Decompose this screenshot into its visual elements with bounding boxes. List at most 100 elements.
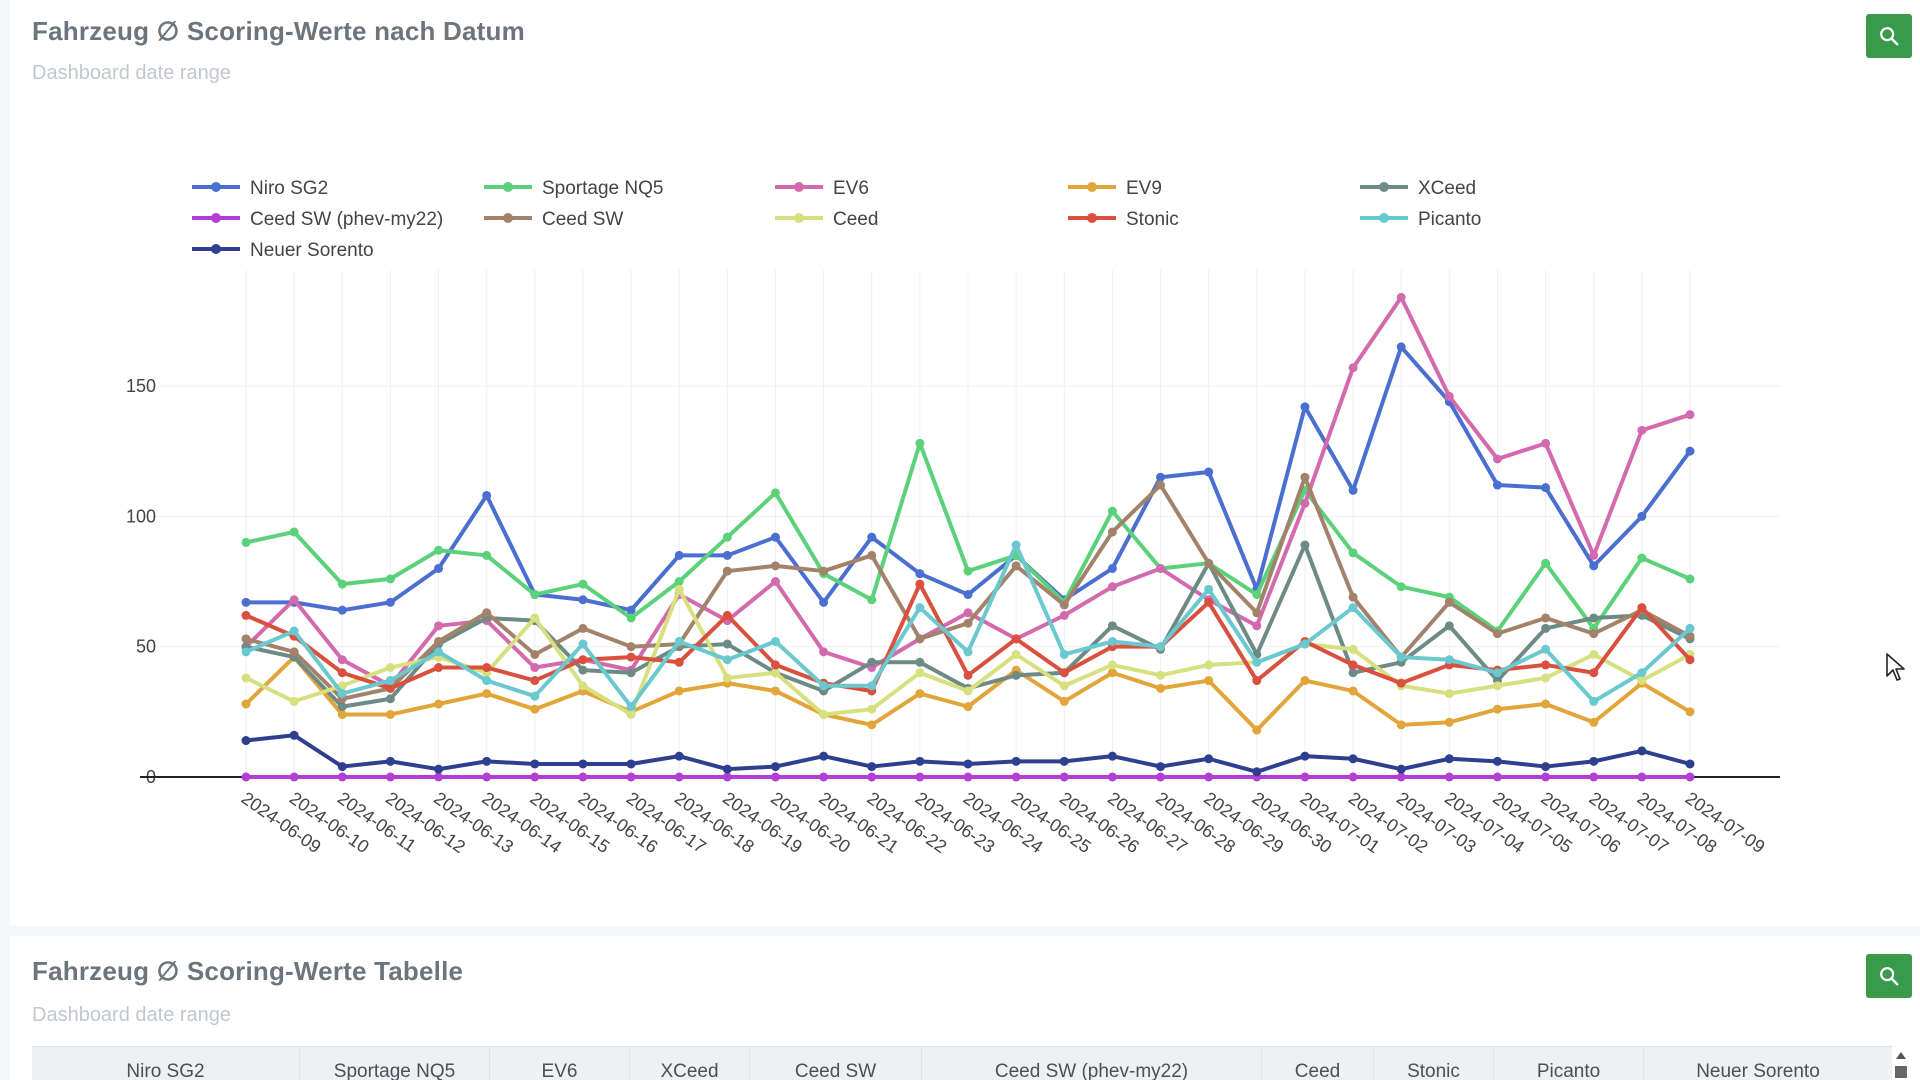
data-point-xceed	[1107, 621, 1117, 631]
data-point-ceed-sw	[1348, 592, 1358, 602]
data-point-niro-sg2	[241, 597, 251, 607]
data-point-niro-sg2	[963, 590, 973, 600]
chart-zoom-button[interactable]	[1866, 14, 1912, 58]
data-point-picanto	[1156, 642, 1166, 652]
data-point-ev6	[1348, 363, 1358, 373]
data-point-neuer-sorento	[674, 751, 684, 761]
data-point-ev6	[819, 647, 829, 657]
data-point-niro-sg2	[385, 597, 395, 607]
data-point-ceed-sw	[770, 561, 780, 571]
legend-marker-niro-sg2	[211, 182, 221, 192]
data-point-niro-sg2	[1492, 480, 1502, 490]
data-point-ceed-sw	[722, 566, 732, 576]
data-point-stonic	[1541, 660, 1551, 670]
data-point-picanto	[1396, 652, 1406, 662]
data-point-ev9	[1444, 717, 1454, 727]
data-point-ceed-sw	[626, 642, 636, 652]
data-point-stonic	[674, 657, 684, 667]
data-point-ev9	[1492, 704, 1502, 714]
data-point-ceed	[530, 613, 540, 623]
data-point-sportage-nq5	[337, 579, 347, 589]
data-point-stonic	[337, 668, 347, 678]
data-point-ceed-sw-phev-my22	[1444, 772, 1454, 782]
data-point-neuer-sorento	[1252, 767, 1262, 777]
legend-label-sportage-nq5: Sportage NQ5	[542, 178, 663, 199]
data-point-neuer-sorento	[482, 756, 492, 766]
data-point-ev6	[337, 655, 347, 665]
data-point-niro-sg2	[578, 595, 588, 605]
data-point-picanto	[1059, 649, 1069, 659]
data-point-ceed-sw-phev-my22	[482, 772, 492, 782]
data-point-ceed-sw	[819, 566, 829, 576]
data-point-ceed-sw-phev-my22	[819, 772, 829, 782]
data-point-ceed-sw	[482, 608, 492, 618]
data-point-ceed	[1059, 681, 1069, 691]
data-point-neuer-sorento	[1204, 754, 1214, 764]
column-header-neuer-sorento[interactable]: Neuer Sorento	[1696, 1061, 1820, 1080]
column-header-ceed[interactable]: Ceed	[1262, 1047, 1374, 1080]
legend-marker-xceed	[1379, 182, 1389, 192]
column-header-sportage-nq5[interactable]: Sportage NQ5	[300, 1047, 490, 1080]
column-header-ev6[interactable]: EV6	[490, 1047, 630, 1080]
data-point-ceed-sw	[1300, 472, 1310, 482]
data-point-neuer-sorento	[770, 762, 780, 772]
column-header-picanto[interactable]: Picanto	[1494, 1047, 1644, 1080]
data-point-niro-sg2	[1541, 483, 1551, 493]
data-point-xceed	[578, 665, 588, 675]
data-point-ceed-sw-phev-my22	[289, 772, 299, 782]
data-point-stonic	[1204, 597, 1214, 607]
table-zoom-button[interactable]	[1866, 954, 1912, 998]
data-point-ceed-sw-phev-my22	[434, 772, 444, 782]
data-point-ceed-sw-phev-my22	[385, 772, 395, 782]
data-point-ceed-sw	[1252, 608, 1262, 618]
data-point-neuer-sorento	[1348, 754, 1358, 764]
data-point-stonic	[1589, 668, 1599, 678]
data-point-ceed	[1011, 649, 1021, 659]
legend-label-ev9: EV9	[1126, 178, 1162, 199]
data-point-picanto	[1685, 623, 1695, 633]
chart-title: Fahrzeug ∅ Scoring-Werte nach Datum	[32, 16, 525, 46]
data-point-ev6	[434, 621, 444, 631]
scrollbar-up-arrow[interactable]	[1894, 1048, 1908, 1078]
data-point-xceed	[1444, 621, 1454, 631]
data-point-ev9	[337, 709, 347, 719]
data-point-picanto	[1107, 636, 1117, 646]
data-point-ceed-sw-phev-my22	[674, 772, 684, 782]
data-point-sportage-nq5	[1541, 558, 1551, 568]
data-point-ceed-sw	[1492, 629, 1502, 639]
data-point-stonic	[434, 663, 444, 673]
data-point-ceed-sw	[1107, 527, 1117, 537]
data-point-ceed-sw	[1589, 629, 1599, 639]
data-point-ceed-sw-phev-my22	[770, 772, 780, 782]
data-point-neuer-sorento	[241, 736, 251, 746]
data-point-ceed	[1492, 681, 1502, 691]
data-point-picanto	[1300, 639, 1310, 649]
data-point-ev6	[770, 577, 780, 586]
data-point-picanto	[819, 681, 829, 691]
column-header-ceed-sw[interactable]: Ceed SW	[750, 1047, 922, 1080]
data-point-picanto	[241, 647, 251, 657]
legend-marker-ev6	[794, 182, 804, 192]
legend-marker-neuer-sorento	[211, 244, 221, 254]
data-point-ev6	[530, 663, 540, 673]
data-point-ceed-sw-phev-my22	[1396, 772, 1406, 782]
data-point-ceed-sw	[241, 634, 251, 644]
data-point-ceed	[1204, 660, 1214, 670]
data-point-ev9	[1204, 676, 1214, 686]
data-point-ceed-sw-phev-my22	[626, 772, 636, 782]
data-point-neuer-sorento	[578, 759, 588, 769]
data-point-stonic	[722, 610, 732, 620]
column-header-niro-sg2[interactable]: Niro SG2	[32, 1047, 300, 1080]
data-point-sportage-nq5	[434, 545, 444, 555]
column-header-ceed-sw-phev[interactable]: Ceed SW (phev-my22)	[922, 1047, 1262, 1080]
column-header-stonic[interactable]: Stonic	[1374, 1047, 1494, 1080]
data-point-ev6	[963, 608, 973, 618]
data-point-neuer-sorento	[434, 764, 444, 774]
data-point-neuer-sorento	[1396, 764, 1406, 774]
chart-card: Fahrzeug ∅ Scoring-Werte nach Datum Dash…	[10, 0, 1920, 926]
column-header-xceed[interactable]: XCeed	[630, 1047, 750, 1080]
data-point-picanto	[530, 691, 540, 701]
data-point-ev9	[1541, 699, 1551, 709]
data-point-neuer-sorento	[915, 756, 925, 766]
data-point-picanto	[337, 689, 347, 699]
